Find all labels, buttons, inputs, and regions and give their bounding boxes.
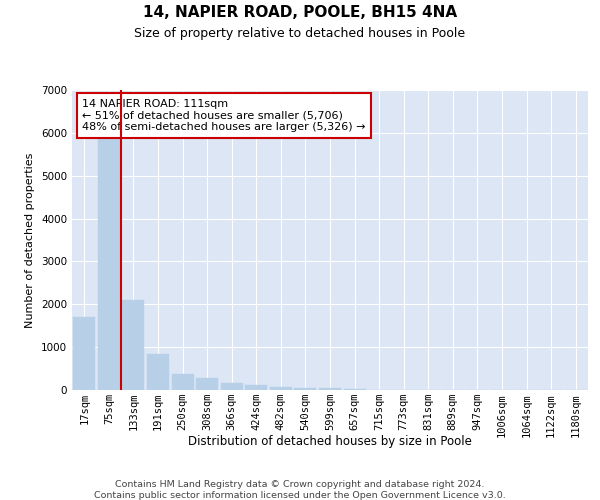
Bar <box>245 386 268 390</box>
Bar <box>295 388 316 390</box>
Bar <box>196 378 218 390</box>
Bar <box>147 354 169 390</box>
Y-axis label: Number of detached properties: Number of detached properties <box>25 152 35 328</box>
Text: Contains HM Land Registry data © Crown copyright and database right 2024.: Contains HM Land Registry data © Crown c… <box>115 480 485 489</box>
Bar <box>221 383 243 390</box>
Text: Distribution of detached houses by size in Poole: Distribution of detached houses by size … <box>188 435 472 448</box>
Bar <box>98 137 120 390</box>
Text: Contains public sector information licensed under the Open Government Licence v3: Contains public sector information licen… <box>94 491 506 500</box>
Bar <box>122 300 145 390</box>
Text: Size of property relative to detached houses in Poole: Size of property relative to detached ho… <box>134 28 466 40</box>
Bar <box>344 388 365 390</box>
Bar <box>73 317 95 390</box>
Bar <box>319 388 341 390</box>
Bar <box>270 387 292 390</box>
Text: 14 NAPIER ROAD: 111sqm
← 51% of detached houses are smaller (5,706)
48% of semi-: 14 NAPIER ROAD: 111sqm ← 51% of detached… <box>82 99 366 132</box>
Text: 14, NAPIER ROAD, POOLE, BH15 4NA: 14, NAPIER ROAD, POOLE, BH15 4NA <box>143 5 457 20</box>
Bar <box>172 374 194 390</box>
